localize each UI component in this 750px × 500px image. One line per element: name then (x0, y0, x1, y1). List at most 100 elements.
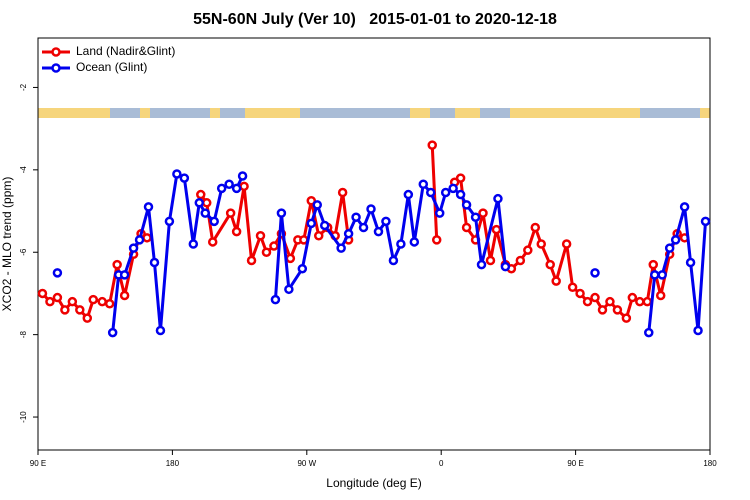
data-point (246, 255, 257, 266)
plot-frame (37, 37, 711, 451)
y-tick-label: -8 (19, 331, 28, 339)
data-point (523, 245, 533, 255)
data-point (82, 313, 93, 323)
data-point (434, 208, 445, 218)
data-point (476, 259, 487, 270)
data-point (388, 255, 399, 266)
data-point (75, 305, 85, 315)
data-point (455, 173, 466, 183)
data-point (685, 257, 696, 268)
data-point (88, 294, 99, 305)
data-point (551, 276, 561, 286)
data-point (112, 259, 122, 270)
data-point (67, 296, 78, 307)
data-point (403, 189, 414, 200)
data-point (216, 183, 227, 194)
data-point (37, 288, 48, 299)
data-point (269, 241, 279, 251)
data-point (590, 292, 600, 303)
data-point (313, 231, 324, 241)
data-point (312, 200, 323, 210)
data-point (664, 243, 675, 253)
x-tick-label: 90 E (30, 459, 46, 468)
legend-marker (51, 47, 61, 57)
y-tick-label: -6 (19, 248, 28, 256)
data-point (536, 239, 547, 249)
data-point (649, 270, 660, 280)
data-point (431, 235, 442, 245)
data-point (597, 305, 608, 315)
data-point (261, 247, 272, 257)
legend-label: Land (Nadir&Glint) (76, 44, 175, 58)
data-point (149, 257, 160, 268)
data-point (179, 173, 190, 183)
data-point (52, 268, 63, 278)
data-point (644, 327, 654, 338)
data-point (60, 305, 70, 315)
data-point (128, 243, 139, 253)
data-point (201, 198, 212, 208)
data-point (209, 216, 219, 227)
data-point (164, 216, 175, 227)
data-point (409, 237, 420, 247)
data-point (119, 270, 130, 280)
data-point (343, 228, 354, 239)
data-point (693, 325, 703, 336)
data-point (284, 284, 294, 295)
data-point (545, 259, 555, 270)
data-point (418, 179, 429, 190)
x-axis-label: Longitude (deg E) (326, 476, 421, 490)
data-point (427, 140, 437, 150)
data-point (237, 171, 248, 181)
data-point (478, 208, 488, 218)
data-point (285, 253, 296, 264)
data-point (143, 202, 154, 212)
data-point (297, 263, 308, 274)
legend-marker (51, 63, 61, 73)
data-point (172, 169, 182, 179)
data-point (276, 208, 287, 218)
data-point (567, 282, 578, 293)
y-tick-label: -2 (19, 83, 28, 91)
data-point (561, 239, 572, 249)
data-point (225, 208, 236, 218)
data-point (621, 313, 632, 323)
data-point (648, 259, 659, 270)
data-point (500, 261, 511, 272)
data-point (336, 243, 346, 253)
data-point (207, 237, 218, 247)
data-point (306, 218, 317, 229)
data-point (358, 222, 369, 233)
data-point (448, 183, 458, 194)
data-point (470, 212, 481, 222)
data-point (270, 294, 281, 305)
data-point (306, 195, 317, 206)
data-point (485, 255, 496, 266)
data-point (612, 305, 623, 315)
x-tick-label: 90 E (567, 459, 583, 468)
data-point (425, 187, 436, 198)
data-point (319, 220, 330, 231)
data-point (239, 181, 249, 192)
data-point (97, 296, 107, 307)
data-point (491, 224, 502, 235)
data-point (196, 189, 206, 200)
y-axis-label: XCO2 - MLO trend (ppm) (0, 177, 14, 312)
data-point (493, 193, 503, 204)
data-point (134, 235, 145, 245)
x-tick-label: 90 W (297, 459, 316, 468)
data-point (231, 183, 242, 194)
data-point (440, 187, 451, 198)
data-point (627, 292, 638, 303)
data-point (575, 288, 585, 299)
x-tick-label: 0 (439, 459, 444, 468)
chart-title: 55N-60N July (Ver 10) 2015-01-01 to 2020… (193, 11, 557, 28)
data-point (373, 226, 384, 237)
data-point (657, 270, 667, 280)
data-point (670, 235, 681, 245)
data-point (194, 198, 205, 208)
data-point (337, 187, 348, 198)
data-point (461, 222, 472, 233)
data-point (155, 325, 166, 336)
y-tick-label: -10 (19, 411, 28, 423)
